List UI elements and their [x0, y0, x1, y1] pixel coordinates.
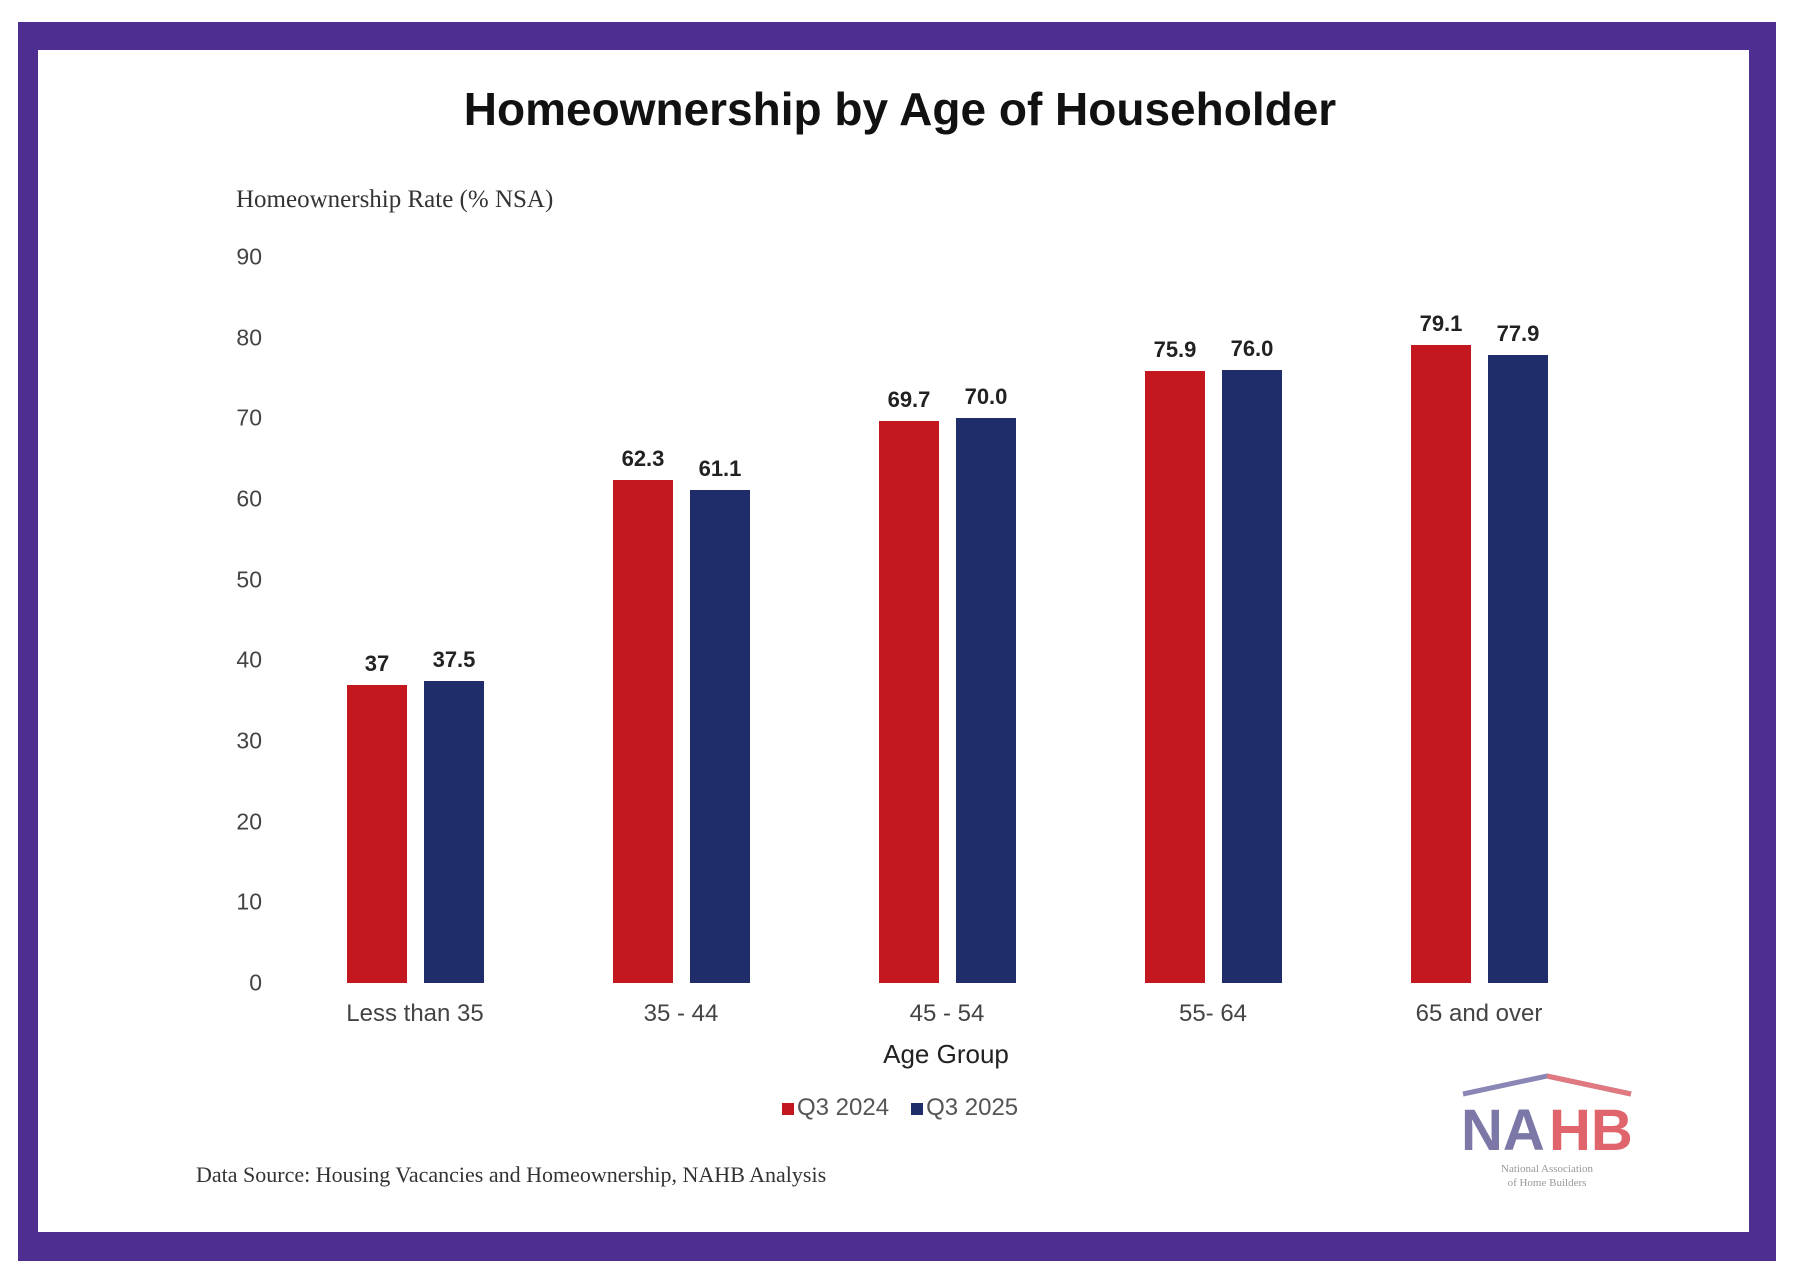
bar-q3-2025: [424, 680, 484, 983]
data-label: 70.0: [964, 384, 1008, 410]
data-label: 79.1: [1419, 310, 1463, 336]
data-label: 61.1: [698, 456, 742, 482]
y-tick-label: 10: [236, 888, 262, 915]
x-tick-label: 35 - 44: [643, 1000, 719, 1027]
bar-q3-2025: [956, 418, 1016, 983]
bar-q3-2024: [347, 684, 407, 983]
y-tick-label: 90: [236, 243, 262, 270]
data-label: 69.7: [887, 386, 931, 412]
legend-swatch: [911, 1103, 924, 1115]
svg-text:National Association: National Association: [1501, 1163, 1593, 1175]
bar-q3-2025: [1222, 369, 1282, 983]
bar-q3-2024: [879, 420, 939, 983]
y-tick-label: 20: [236, 808, 262, 835]
y-tick-label: 40: [236, 646, 262, 673]
data-label: 37: [364, 650, 390, 676]
legend-label: Q3 2025: [926, 1094, 1019, 1121]
x-axis-label: Age Group: [883, 1039, 1009, 1069]
nahb-logo: NA HB National Association of Home Build…: [1461, 1073, 1633, 1189]
svg-text:of Home Builders: of Home Builders: [1508, 1177, 1587, 1189]
x-tick-label: Less than 35: [346, 1000, 484, 1027]
y-tick-label: 50: [236, 566, 262, 593]
x-tick-label: 45 - 54: [909, 1000, 985, 1027]
bar-q3-2024: [1145, 370, 1205, 983]
legend-item-q3-2025: Q3 2025: [911, 1094, 1018, 1122]
data-label: 77.9: [1496, 320, 1540, 346]
x-tick-label: 65 and over: [1415, 1000, 1543, 1027]
y-tick-label: 60: [236, 485, 262, 512]
legend: Q3 2024 Q3 2025: [782, 1094, 1018, 1122]
svg-text:HB: HB: [1549, 1098, 1633, 1163]
bar-q3-2024: [1411, 344, 1471, 983]
x-tick-label: 55- 64: [1178, 1000, 1248, 1027]
bar-q3-2025: [1488, 354, 1548, 983]
data-label: 75.9: [1153, 336, 1197, 362]
data-source-note: Data Source: Housing Vacancies and Homeo…: [196, 1162, 827, 1187]
bar-q3-2024: [613, 480, 673, 983]
legend-item-q3-2024: Q3 2024: [782, 1094, 889, 1122]
legend-swatch: [782, 1103, 794, 1115]
data-label: 76.0: [1230, 335, 1274, 361]
bar-q3-2025: [690, 490, 750, 983]
y-tick-label: 0: [249, 969, 262, 996]
y-tick-label: 80: [236, 324, 262, 351]
data-label: 62.3: [621, 446, 665, 472]
legend-label: Q3 2024: [797, 1094, 890, 1121]
y-tick-label: 30: [236, 727, 262, 754]
svg-text:NA: NA: [1461, 1098, 1545, 1163]
data-label: 37.5: [432, 646, 476, 672]
y-axis-label: Homeownership Rate (% NSA): [236, 186, 554, 213]
y-tick-label: 70: [236, 404, 262, 431]
chart-title: Homeownership by Age of Householder: [463, 83, 1337, 135]
